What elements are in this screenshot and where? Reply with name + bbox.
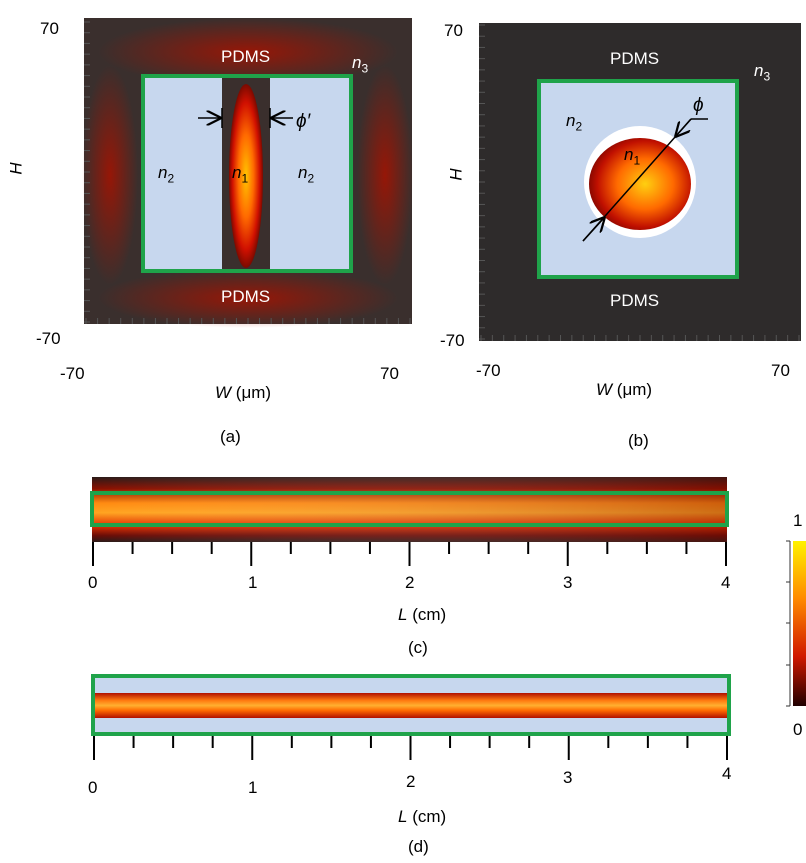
panel-a-glow-top: [98, 18, 398, 86]
panel-a-glow-right: [357, 65, 413, 285]
panel-a-core-mode: [229, 84, 263, 268]
panel-a-glow-bottom: [98, 268, 398, 328]
panel-b: [479, 23, 801, 341]
panel-a-frame: [141, 74, 353, 273]
panel-b-core-mode: [589, 138, 691, 230]
colorbar-gradient: [793, 541, 806, 706]
panel-a-n3-label: n3: [352, 53, 369, 76]
panel-b-caption: (b): [628, 431, 649, 450]
panel-c-tick-label-1: 1: [248, 573, 258, 592]
panel-b-x-left-label: -70: [476, 361, 501, 380]
panel-c-x-axis-label: L (cm): [398, 605, 447, 624]
panel-a: [82, 18, 413, 328]
panel-b-x-axis-var: W: [596, 380, 613, 399]
panel-c-tick-label-0: 0: [88, 573, 98, 592]
panel-d: [91, 674, 731, 760]
panel-b-n1-label: n1: [624, 145, 641, 168]
colorbar: [786, 540, 806, 707]
panel-d-caption: (d): [408, 837, 429, 856]
panel-a-x-right-label: 70: [380, 364, 399, 383]
panel-c-caption: (c): [408, 638, 428, 657]
panel-a-x-axis-var: W: [215, 383, 232, 402]
panel-a-bottom-ticks: [85, 318, 411, 324]
panel-d-x-axis-label: L (cm): [398, 807, 447, 826]
panel-b-frame: [537, 79, 739, 279]
panel-b-bottom-ticks: [480, 335, 800, 341]
panel-b-pdms-bottom: PDMS: [610, 291, 660, 310]
panel-b-y-axis-label: H: [446, 168, 466, 181]
panel-a-pdms-top: PDMS: [221, 47, 271, 66]
panel-d-tick-label-0: 0: [88, 778, 98, 797]
panel-b-n2-label: n2: [566, 111, 583, 134]
panel-d-ticks: [93, 736, 728, 760]
panel-a-n1-label: n1: [232, 163, 249, 186]
panel-c: [90, 477, 729, 566]
panel-a-y-top-label: 70: [40, 19, 59, 38]
panel-b-phi-label: ϕ: [693, 95, 704, 116]
panel-b-pdms-top: PDMS: [610, 49, 660, 68]
panel-d-frame: [91, 674, 731, 736]
panel-a-glow-left: [82, 65, 138, 285]
panel-b-y-bottom-label: -70: [440, 331, 465, 350]
panel-c-ticks: [92, 542, 727, 566]
panel-a-phi-prime-label: ϕ′: [296, 111, 311, 132]
phi-arrow-lower: [582, 218, 604, 242]
panel-c-tick-label-2: 2: [405, 573, 415, 592]
panel-a-n2-left-label: n2: [158, 163, 175, 186]
panel-d-core: [93, 693, 729, 718]
panel-d-tick-label-3: 3: [563, 768, 573, 787]
panel-b-left-ticks: [479, 24, 485, 340]
panel-b-x-axis-label: W (μm): [596, 381, 652, 398]
panel-b-x-axis-unit: (μm): [616, 380, 653, 399]
panel-a-pdms-bottom: PDMS: [221, 287, 271, 306]
panel-c-strip-shade: [92, 477, 727, 542]
panel-b-x-right-label: 70: [771, 361, 790, 380]
panel-a-y-bottom-label: -70: [36, 329, 61, 348]
panel-a-x-axis-label: W (μm): [215, 384, 271, 401]
phi-arrow-upper: [676, 118, 692, 136]
panel-c-frame: [90, 491, 729, 527]
panel-a-left-ticks: [84, 21, 90, 323]
colorbar-max-label: 1: [793, 511, 803, 530]
panel-d-tick-label-4: 4: [722, 764, 732, 783]
colorbar-min-label: 0: [793, 720, 803, 739]
panel-a-y-axis-label: H: [6, 162, 26, 175]
panel-a-caption: (a): [220, 427, 241, 446]
panel-d-tick-label-1: 1: [248, 778, 258, 797]
panel-a-n2-right-label: n2: [298, 163, 315, 186]
panel-c-tick-label-3: 3: [563, 573, 573, 592]
panel-d-tick-label-2: 2: [406, 772, 416, 791]
panel-a-x-axis-unit: (μm): [235, 383, 272, 402]
panel-c-tick-label-4: 4: [721, 573, 731, 592]
panel-a-x-left-label: -70: [60, 364, 85, 383]
panel-b-y-top-label: 70: [444, 21, 463, 40]
panel-b-n3-label: n3: [754, 61, 771, 84]
